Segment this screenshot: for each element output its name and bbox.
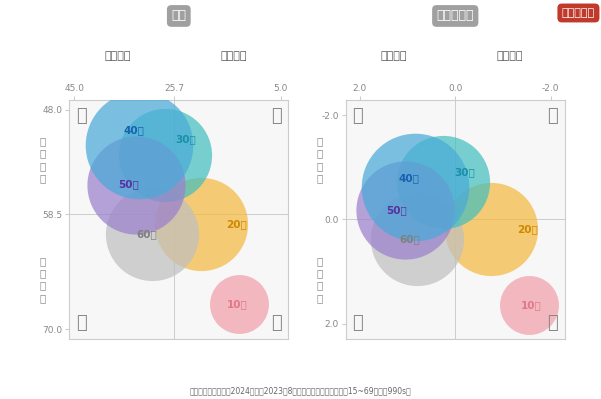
Text: 20代: 20代 [227, 219, 247, 229]
Point [234, 301, 244, 308]
Text: 正: 正 [271, 314, 282, 332]
Text: 愛: 愛 [352, 314, 363, 332]
Text: 30代: 30代 [454, 168, 475, 178]
Point [132, 182, 141, 188]
Text: 40代: 40代 [398, 173, 419, 183]
Point [160, 152, 169, 158]
Text: 社
会
本
位: 社 会 本 位 [316, 256, 322, 303]
Text: 基準化得点: 基準化得点 [436, 10, 474, 22]
Text: 自
己
本
位: 自 己 本 位 [316, 136, 322, 183]
Text: 未来中心: 未来中心 [221, 51, 247, 61]
Text: 出所：消費社会白書2024調査（2023年8月、インターネット調査、15~69歳女性990s）: 出所：消費社会白書2024調査（2023年8月、インターネット調査、15~69歳… [190, 386, 411, 395]
Text: 30代: 30代 [175, 134, 196, 145]
Text: 40代: 40代 [123, 124, 144, 135]
Text: 10代: 10代 [227, 299, 247, 309]
Text: 20代: 20代 [517, 224, 538, 234]
Text: 利: 利 [271, 107, 282, 125]
Text: 現在中心: 現在中心 [380, 51, 407, 61]
Point [134, 142, 144, 148]
Text: 50代: 50代 [386, 205, 407, 215]
Point [410, 184, 419, 190]
Point [439, 179, 448, 185]
Text: 女性ベース: 女性ベース [562, 8, 595, 18]
Text: 50代: 50代 [118, 180, 139, 190]
Point [524, 302, 534, 308]
Text: 正: 正 [548, 314, 558, 332]
Text: 利: 利 [548, 107, 558, 125]
Point [196, 221, 206, 227]
Text: 比率: 比率 [171, 10, 186, 22]
Point [486, 225, 496, 232]
Text: 未来中心: 未来中心 [497, 51, 523, 61]
Point [400, 207, 410, 213]
Text: 愛: 愛 [76, 314, 87, 332]
Text: 10代: 10代 [520, 300, 542, 310]
Text: 快: 快 [352, 107, 363, 125]
Text: 快: 快 [76, 107, 87, 125]
Text: 60代: 60代 [399, 234, 419, 244]
Text: 60代: 60代 [136, 229, 157, 239]
Text: 現在中心: 現在中心 [104, 51, 130, 61]
Text: 自
己
本
位: 自 己 本 位 [40, 136, 46, 183]
Text: 社
会
本
位: 社 会 本 位 [40, 256, 46, 303]
Point [412, 236, 422, 243]
Point [147, 231, 156, 238]
